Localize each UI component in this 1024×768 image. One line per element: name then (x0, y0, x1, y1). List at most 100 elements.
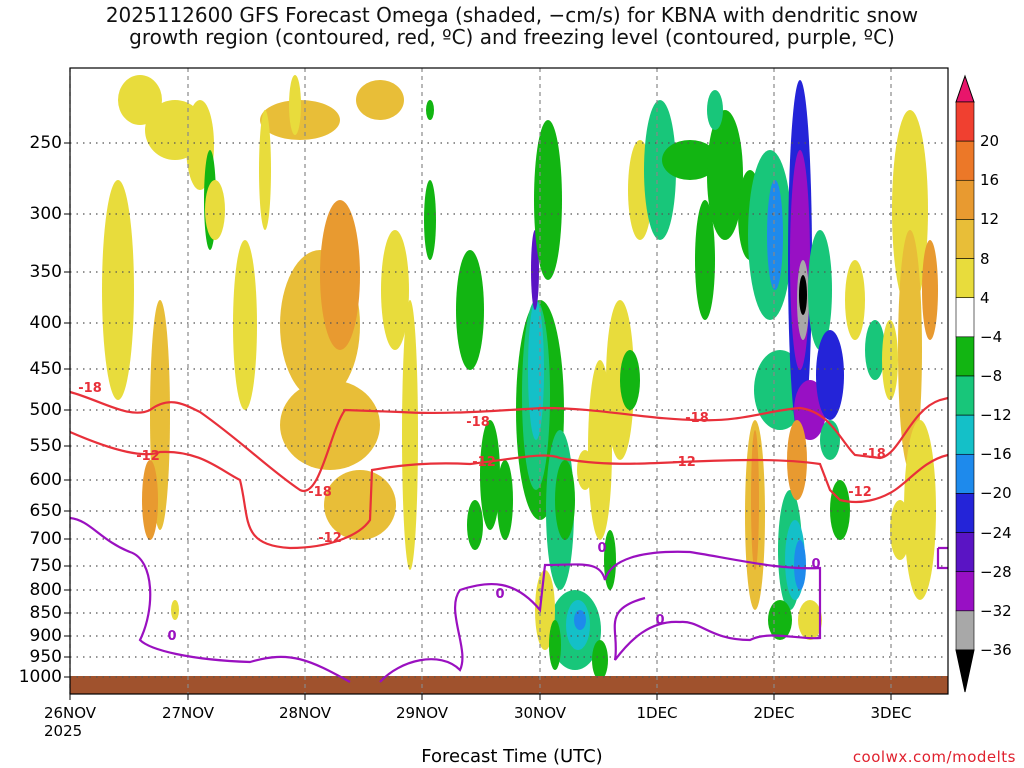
contour-label: 0 (655, 613, 664, 628)
chart-title-line-1: 2025112600 GFS Forecast Omega (shaded, −… (105, 3, 919, 27)
colorbar-top-arrow (955, 74, 975, 103)
colorbar-label: −16 (980, 445, 1012, 464)
y-tick-label: 450 (29, 359, 62, 379)
colorbar-label: −20 (980, 484, 1012, 503)
y-tick-label: 500 (29, 400, 62, 420)
omega-shade-region (820, 420, 840, 460)
omega-shade-region (324, 470, 396, 540)
omega-shade-region (424, 180, 436, 260)
x-tick-label: 27NOV (161, 704, 215, 722)
omega-shade-region (865, 320, 885, 380)
omega-shade-region (102, 180, 134, 400)
contour-label: -12 (848, 485, 872, 500)
omega-shade-region (768, 600, 792, 640)
omega-shade-region (794, 540, 806, 590)
contour-label: -12 (472, 455, 496, 470)
omega-shade-region (798, 600, 822, 640)
omega-shade-region (816, 330, 844, 420)
colorbar-bottom-arrow (955, 649, 975, 693)
contour-label: -18 (78, 381, 102, 396)
omega-shade-region (381, 230, 409, 350)
colorbar-label: −24 (980, 523, 1012, 542)
y-tick-label: 300 (29, 204, 62, 224)
omega-shade-region (662, 140, 718, 180)
contour-minus18-dsgz-top (69, 390, 949, 492)
colorbar-label: 12 (980, 210, 1000, 229)
colorbar-label: −12 (980, 406, 1012, 425)
contour-0c-edge (936, 546, 948, 570)
omega-shade-region (534, 120, 562, 280)
y-tick-label: 250 (29, 133, 62, 153)
omega-shade-region (549, 620, 561, 670)
omega-shade-region (845, 260, 865, 340)
contour-0c-freezing-level (69, 516, 351, 683)
omega-shade-region (497, 460, 513, 540)
omega-shade-region (790, 150, 810, 370)
omega-shade-region (320, 200, 360, 350)
omega-shade-region (707, 110, 743, 240)
contour-label: 0 (495, 587, 504, 602)
omega-shade-region (259, 110, 271, 230)
omega-shade-region (644, 100, 676, 240)
omega-shade-region (620, 350, 640, 410)
omega-shade-region (922, 240, 938, 340)
omega-shade-region (808, 230, 832, 350)
omega-shade-region (577, 450, 593, 490)
omega-shade-region (205, 180, 225, 240)
colorbar-swatch (955, 219, 975, 259)
contour-label: -12 (136, 449, 160, 464)
x-tick-label: 28NOV (278, 704, 332, 722)
chart-title-line-2: growth region (contoured, red, ºC) and f… (129, 25, 895, 49)
omega-shade-region (142, 460, 158, 540)
colorbar-label: 8 (980, 249, 990, 268)
x-axis-title: Forecast Time (UTC) (421, 746, 603, 767)
y-tick-label: 400 (29, 313, 62, 333)
y-tick-label: 700 (29, 529, 62, 549)
omega-shade-region (426, 100, 434, 120)
plot-frame (69, 67, 949, 695)
contour-label: -12 (672, 455, 696, 470)
colorbar-swatch (955, 375, 975, 416)
y-tick-label: 550 (29, 436, 62, 456)
colorbar-label: 4 (980, 288, 990, 307)
colorbar-swatch (955, 414, 975, 455)
x-axis-year-label: 2025 (44, 722, 83, 740)
omega-shade-region (904, 420, 936, 600)
y-tick-label: 950 (29, 647, 62, 667)
contour-label: -18 (862, 447, 886, 462)
x-tick-label: 1DEC (636, 704, 678, 722)
omega-shade-region (751, 430, 759, 570)
contour-label: 0 (597, 541, 606, 556)
omega-shade-region (233, 240, 257, 410)
omega-shade-region (799, 275, 807, 315)
colorbar-swatch (955, 571, 975, 612)
omega-shade-region (528, 300, 544, 440)
y-tick-label: 850 (29, 603, 62, 623)
contour-label: 0 (167, 629, 176, 644)
omega-shade-region (531, 230, 539, 310)
colorbar-swatch (955, 179, 975, 220)
y-tick-label: 1000 (18, 667, 62, 687)
y-tick-label: 800 (29, 580, 62, 600)
x-tick-label: 3DEC (870, 704, 912, 722)
contour-minus12-dsgz-bottom (69, 430, 949, 550)
omega-shade-region (467, 500, 483, 550)
colorbar-swatch (955, 532, 975, 573)
contour-0c-freezing-level-east (379, 550, 822, 683)
omega-shade-region (280, 380, 380, 470)
chart-title: 2025112600 GFS Forecast Omega (shaded, −… (0, 4, 1024, 48)
y-tick-label: 750 (29, 556, 62, 576)
colorbar-swatch (955, 101, 975, 142)
colorbar-swatch (955, 258, 975, 299)
omega-shade-region (555, 460, 575, 540)
colorbar-swatch (955, 453, 975, 494)
colorbar-swatch (955, 140, 975, 181)
omega-shade-region (356, 80, 404, 120)
colorbar-swatch (955, 336, 975, 377)
contour-label: 0 (811, 557, 820, 572)
omega-shade-region (456, 250, 484, 370)
colorbar-swatch (955, 493, 975, 533)
omega-shade-region (574, 610, 586, 630)
omega-shade-region (695, 200, 715, 320)
